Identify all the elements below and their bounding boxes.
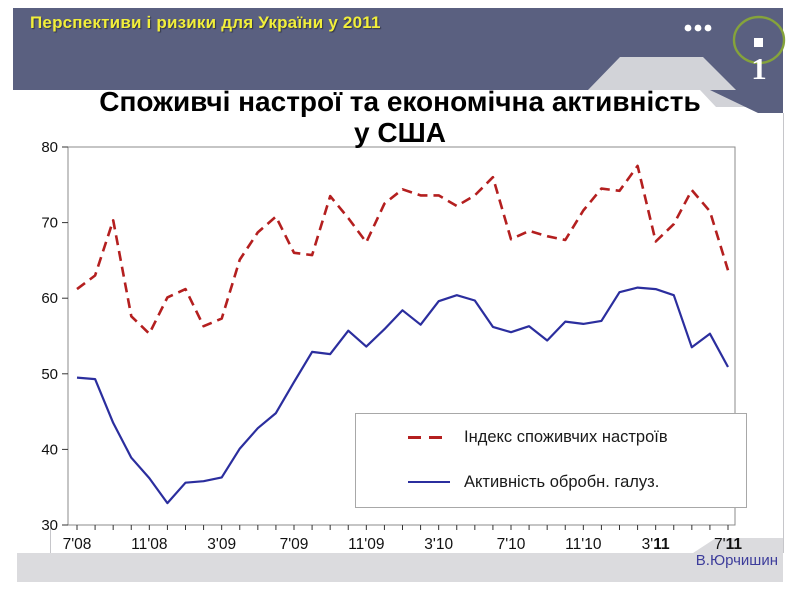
- y-tick-label: 60: [41, 290, 58, 307]
- series-line-0: [76, 164, 730, 336]
- y-tick-label: 50: [41, 366, 58, 383]
- x-tick-label: 3'09: [207, 536, 236, 553]
- x-tick-label: 7'09: [280, 536, 309, 553]
- footer-author: В.Юрчишин: [695, 552, 778, 569]
- red-dashed-line-sample-icon: [408, 435, 450, 439]
- chart-title-line1: Споживчі настрої та економічна активніст…: [99, 86, 701, 117]
- x-tick-label: 7'08: [63, 536, 92, 553]
- y-tick-label: 70: [41, 215, 58, 232]
- series-line-1: [76, 286, 729, 505]
- legend-item-manufacturing: Активність обробн. галуз.: [408, 472, 746, 492]
- x-tick-label: 7'11: [714, 536, 742, 553]
- y-tick-label: 80: [41, 139, 58, 156]
- legend-item-sentiment: Індекс споживчих настроїв: [408, 427, 746, 447]
- slide-number: 1: [751, 51, 767, 86]
- x-tick-label: 11'10: [565, 536, 602, 553]
- legend-label-manufacturing: Активність обробн. галуз.: [464, 472, 660, 491]
- chart-legend: Індекс споживчих настроїв Активність обр…: [355, 413, 747, 508]
- x-tick-label: 7'10: [497, 536, 526, 553]
- blue-solid-line-sample-icon: [408, 480, 450, 484]
- chart-title-line2: у США: [354, 117, 446, 148]
- header-title: Перспективи і ризики для України у 2011: [30, 13, 381, 32]
- x-tick-label: 3'10: [424, 536, 453, 553]
- legend-label-sentiment: Індекс споживчих настроїв: [464, 427, 668, 446]
- x-tick-label: 3'11: [642, 536, 670, 553]
- x-tick-label: 11'09: [348, 536, 384, 553]
- y-tick-label: 40: [41, 441, 58, 458]
- y-tick-label: 30: [41, 517, 58, 534]
- chart-title: Споживчі настрої та економічна активніст…: [0, 86, 800, 148]
- x-tick-label: 11'08: [131, 536, 167, 553]
